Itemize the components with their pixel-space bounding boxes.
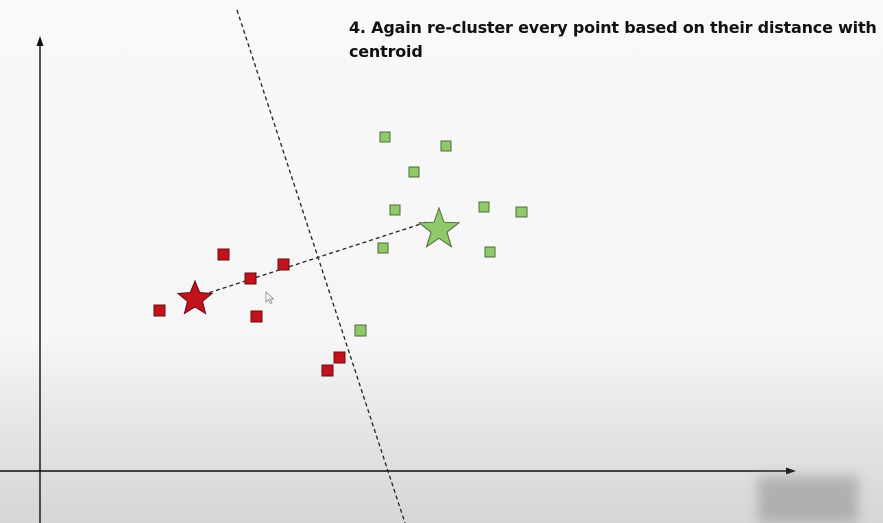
red-cluster (153, 248, 346, 377)
red-point (244, 272, 257, 285)
green-point (408, 166, 420, 178)
green-point (478, 201, 490, 213)
green-point (354, 324, 367, 337)
green-point (389, 204, 401, 216)
green-point (484, 246, 496, 258)
caption-line-1: 4. Again re-cluster every point based on… (349, 18, 877, 37)
step-caption: 4. Again re-cluster every point based on… (349, 16, 879, 64)
caption-line-2: centroid (349, 42, 423, 61)
blurred-watermark (758, 476, 858, 523)
green-point (440, 140, 452, 152)
red-point (277, 258, 290, 271)
green-point (515, 206, 528, 218)
red-point (217, 248, 230, 261)
green-point (377, 242, 389, 254)
cluster-boundary-dashed-line (236, 9, 406, 523)
y-axis-arrowhead (36, 36, 44, 46)
centroid-connector-dashed-line (195, 221, 428, 298)
red-point (321, 364, 334, 377)
red-point (250, 310, 263, 323)
red-point (153, 304, 166, 317)
green-centroid-star-icon (417, 206, 461, 249)
red-point (333, 351, 346, 364)
green-point (379, 131, 391, 143)
red-centroid-star-icon (176, 279, 214, 315)
x-axis-arrowhead (786, 467, 796, 475)
axes (0, 36, 796, 523)
green-cluster (354, 131, 528, 337)
mouse-cursor-icon (265, 291, 275, 305)
